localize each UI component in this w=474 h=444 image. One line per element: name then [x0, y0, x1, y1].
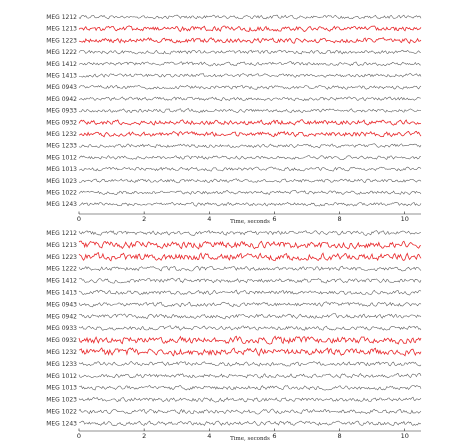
trace	[78, 420, 422, 427]
trace-highlighted	[78, 25, 422, 33]
channel-label: MEG 0942	[46, 96, 77, 103]
x-tick-label: 6	[272, 215, 276, 223]
x-tick-label: 2	[142, 215, 146, 223]
trace	[78, 289, 422, 296]
x-tick-label: 10	[401, 215, 409, 223]
trace	[79, 385, 422, 391]
trace	[78, 166, 422, 172]
channel-label: MEG 1223	[46, 254, 77, 261]
channel-label: MEG 0943	[46, 84, 77, 91]
channel-label: MEG 1213	[46, 26, 77, 33]
channel-label: MEG 0932	[46, 337, 77, 344]
channel-label: MEG 0933	[46, 108, 77, 115]
x-tick-label: 4	[207, 432, 211, 440]
trace-highlighted	[78, 119, 422, 126]
trace	[78, 73, 422, 78]
channel-label: MEG 1212	[46, 14, 77, 21]
trace	[78, 84, 422, 90]
trace	[78, 108, 422, 114]
channel-label: MEG 0942	[46, 313, 77, 320]
channel-label: MEG 1213	[46, 242, 77, 249]
x-tick-label: 2	[142, 432, 146, 440]
channel-label: MEG 1232	[46, 349, 77, 356]
channel-label: MEG 1233	[46, 143, 77, 150]
channel-label: MEG 1413	[46, 290, 77, 297]
trace	[78, 190, 422, 196]
channel-label: MEG 1413	[46, 73, 77, 80]
trace	[78, 14, 422, 20]
channel-label: MEG 1243	[46, 201, 77, 208]
channel-label: MEG 1022	[46, 409, 77, 416]
trace	[78, 313, 422, 320]
trace	[78, 49, 421, 55]
trace	[78, 96, 422, 102]
trace	[78, 325, 422, 331]
channel-label: MEG 1012	[46, 373, 77, 380]
x-axis-title: Time, seconds	[230, 219, 270, 225]
trace	[78, 155, 422, 160]
trace	[78, 408, 422, 415]
trace-highlighted	[78, 347, 422, 357]
channel-label: MEG 1022	[46, 190, 77, 197]
top-panel: MEG 1212 MEG 1213 MEG 1223 MEG 1222 MEG 1412…	[46, 14, 422, 225]
x-tick-label: 8	[338, 432, 342, 440]
x-axis-title: Time, seconds	[230, 436, 270, 442]
channel-label: MEG 0943	[46, 301, 77, 308]
channel-label: MEG 1222	[46, 49, 77, 56]
trace-highlighted	[78, 240, 422, 250]
trace	[78, 301, 422, 308]
channel-label: MEG 1243	[46, 420, 77, 427]
bottom-panel: MEG 1212 MEG 1213 MEG 1223 MEG 1222 MEG 1412…	[46, 230, 422, 442]
trace	[78, 396, 422, 403]
trace-highlighted	[78, 251, 422, 262]
channel-label: MEG 1412	[46, 61, 77, 68]
channel-label: MEG 1412	[46, 278, 77, 285]
trace	[78, 230, 422, 236]
channel-label: MEG 1023	[46, 397, 77, 404]
channel-label: MEG 0932	[46, 119, 77, 126]
x-tick-label: 0	[77, 432, 81, 440]
channel-label: MEG 1222	[46, 266, 77, 273]
channel-label: MEG 0933	[46, 325, 77, 332]
channel-label: MEG 1013	[46, 166, 77, 173]
trace	[78, 143, 422, 149]
x-tick-label: 0	[77, 215, 81, 223]
channel-label: MEG 1233	[46, 361, 77, 368]
x-tick-label: 6	[272, 432, 276, 440]
channel-label: MEG 1012	[46, 154, 77, 161]
trace	[78, 361, 422, 367]
x-tick-label: 8	[338, 215, 342, 223]
x-tick-label: 10	[401, 432, 409, 440]
channel-label: MEG 1023	[46, 178, 77, 185]
trace	[78, 265, 422, 272]
channel-label: MEG 1212	[46, 230, 77, 237]
x-tick-label: 4	[207, 215, 211, 223]
trace-highlighted	[78, 335, 422, 345]
trace	[78, 373, 422, 379]
trace-highlighted	[78, 37, 422, 44]
channel-label: MEG 1013	[46, 385, 77, 392]
channel-label: MEG 1232	[46, 131, 77, 138]
trace	[78, 178, 422, 184]
trace	[78, 277, 422, 284]
trace	[78, 61, 421, 67]
channel-label: MEG 1223	[46, 37, 77, 44]
trace	[78, 201, 422, 207]
trace-highlighted	[78, 130, 422, 138]
